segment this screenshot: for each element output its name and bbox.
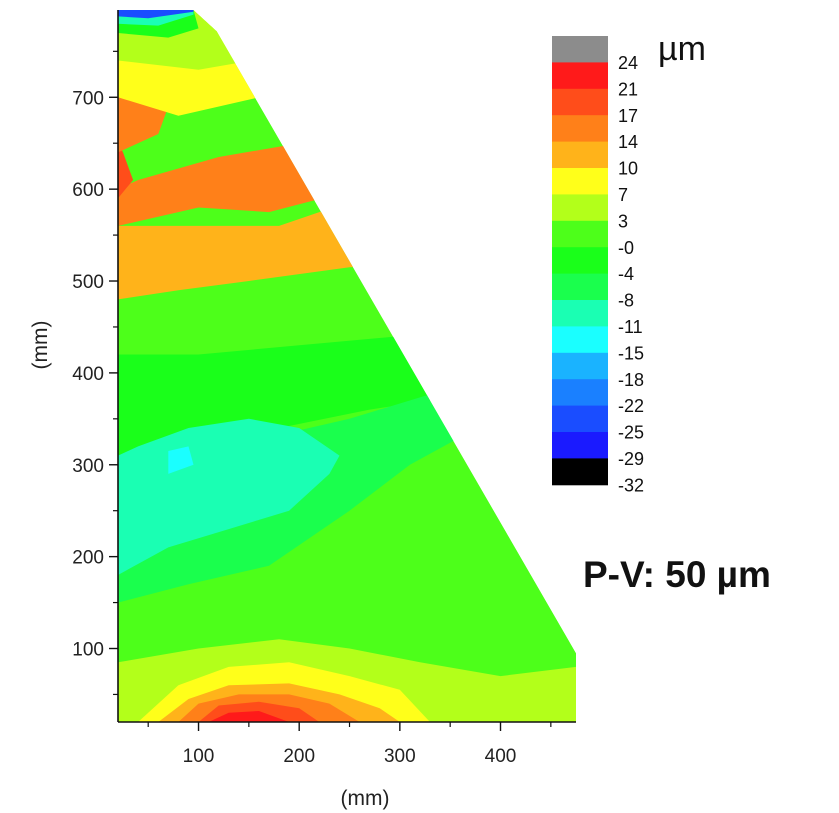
colorbar-level-label: -0	[618, 238, 634, 258]
colorbar-swatch	[552, 432, 608, 459]
y-tick-label: 200	[72, 548, 104, 569]
colorbar-unit-label: µm	[658, 30, 706, 68]
axes: 100 200 300 400 100 200 300 400 500 600 700	[72, 10, 576, 767]
colorbar-level-label: -15	[618, 343, 644, 363]
x-tick-label: 300	[384, 746, 416, 767]
y-tick-label: 300	[72, 456, 104, 477]
y-tick-label: 400	[72, 364, 104, 385]
colorbar-swatch	[552, 379, 608, 407]
colorbar-level-label: -18	[618, 370, 644, 390]
contour-region	[168, 446, 194, 474]
colorbar-swatch	[552, 458, 608, 486]
colorbar-level-label: -22	[618, 396, 644, 416]
colorbar-level-label: -29	[618, 449, 644, 469]
colorbar-level-label: -11	[618, 317, 643, 337]
peak-to-valley-annotation: P-V: 50 µm	[583, 554, 771, 595]
x-tick-label: 200	[283, 746, 315, 767]
colorbar-swatch	[552, 405, 608, 433]
colorbar-level-label: 3	[618, 211, 628, 231]
colorbar-level-label: -4	[618, 264, 634, 284]
colorbar-swatch	[552, 220, 608, 248]
colorbar-swatch	[552, 168, 608, 195]
colorbar-level-label: 7	[618, 185, 628, 205]
y-tick-label: 600	[72, 180, 104, 201]
colorbar-level-label: 10	[618, 159, 638, 179]
colorbar-level-label: 24	[618, 53, 638, 73]
x-axis-title: (mm)	[341, 787, 390, 810]
contour-region	[118, 10, 194, 19]
contour-region	[118, 97, 169, 153]
y-axis-title: (mm)	[29, 321, 52, 370]
colorbar-swatch	[552, 194, 608, 222]
colorbar-level-label: 17	[618, 106, 638, 126]
colorbar-swatch	[552, 62, 608, 90]
contour-region	[118, 143, 134, 199]
contour-field	[118, 10, 576, 722]
y-tick-label: 700	[72, 88, 104, 109]
y-tick-label: 500	[72, 272, 104, 293]
colorbar-swatch	[552, 300, 608, 327]
colorbar-swatch	[552, 273, 608, 301]
colorbar-swatch	[552, 247, 608, 275]
colorbar-swatch	[552, 36, 608, 63]
y-tick-label: 100	[72, 640, 104, 661]
colorbar-level-label: -8	[618, 291, 634, 311]
colorbar-level-label: -32	[618, 475, 644, 495]
contour-region	[208, 711, 290, 722]
colorbar-swatch	[552, 88, 608, 116]
colorbar-level-label: 14	[618, 132, 638, 152]
colorbar: 24 21 17 14 10 7 3 -0 -4 -8 -11 -15 -18 -22 -25 -29 -32	[552, 36, 644, 495]
x-tick-label: 400	[485, 746, 517, 767]
colorbar-swatch	[552, 352, 608, 380]
colorbar-swatch	[552, 115, 608, 143]
colorbar-swatch	[552, 141, 608, 169]
colorbar-level-label: 21	[618, 79, 638, 99]
colorbar-level-label: -25	[618, 423, 644, 443]
plot-area	[118, 10, 576, 722]
colorbar-swatch	[552, 326, 608, 354]
x-tick-label: 100	[183, 746, 215, 767]
